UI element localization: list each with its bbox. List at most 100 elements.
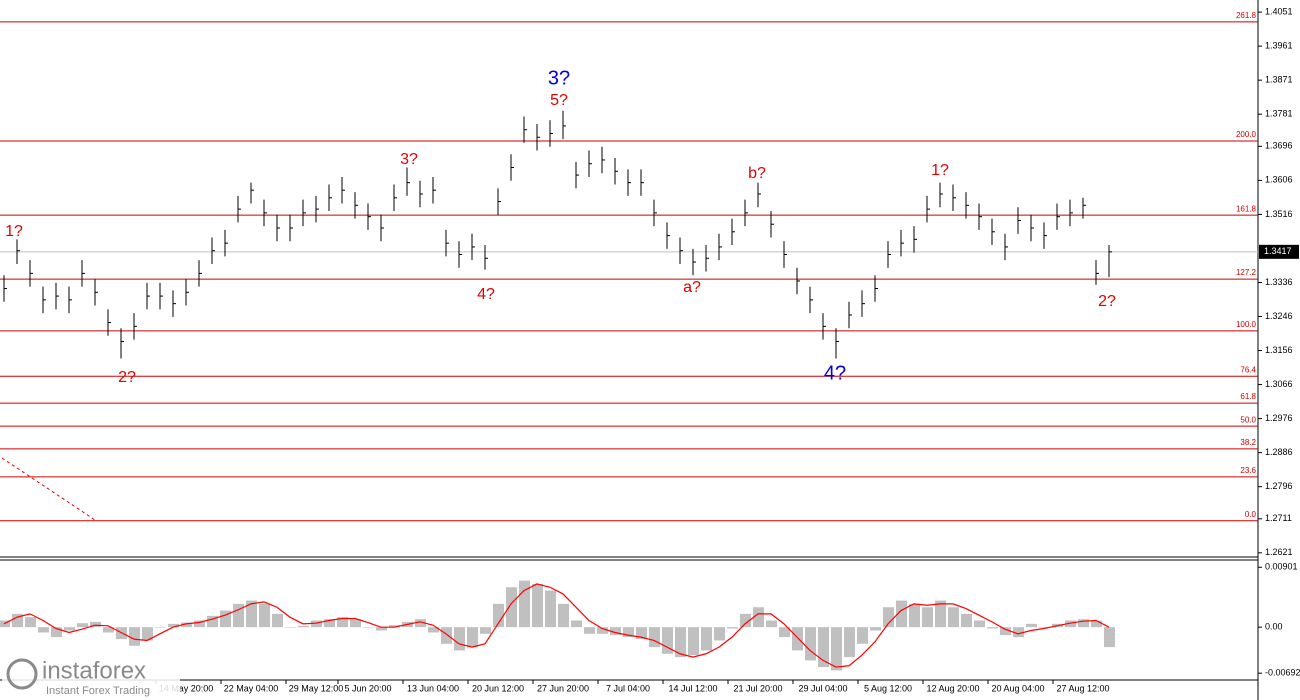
logo-tagline: Instant Forex Trading: [46, 685, 150, 697]
histogram-bar: [1091, 620, 1102, 628]
histogram-bar: [493, 603, 504, 628]
histogram-bar: [1026, 623, 1037, 628]
histogram-bar: [272, 613, 283, 628]
y-tick-label: -0.00692: [1265, 668, 1300, 678]
wave-label: 1?: [5, 223, 23, 240]
histogram-bar: [246, 600, 257, 628]
y-tick-label: 1.2621: [1265, 547, 1293, 557]
last-price-box: [1259, 244, 1299, 259]
y-tick-label: 1.2796: [1265, 481, 1293, 491]
histogram-bar: [207, 615, 218, 628]
wave-label: 2?: [118, 369, 136, 386]
histogram-bar: [129, 627, 140, 646]
histogram-bar: [571, 620, 582, 628]
histogram-bar: [883, 607, 894, 628]
histogram-bar: [740, 613, 751, 628]
x-tick-label: 29 Jul 04:00: [798, 683, 847, 693]
histogram-bar: [350, 619, 361, 628]
histogram-bar: [1039, 627, 1050, 628]
last-price-label: 1.3417: [1264, 246, 1292, 256]
fib-label: 23.6: [1240, 466, 1256, 475]
histogram-bar: [948, 607, 959, 628]
fib-label: 200.0: [1236, 130, 1257, 139]
y-tick-label: 1.3066: [1265, 379, 1293, 389]
histogram-bar: [636, 627, 647, 640]
logo-icon: [6, 658, 38, 690]
histogram-bar: [181, 622, 192, 628]
histogram-bar: [220, 610, 231, 628]
histogram-bar: [12, 613, 23, 628]
fib-label: 261.8: [1236, 11, 1257, 20]
histogram-bar: [688, 627, 699, 656]
histogram-bar: [415, 619, 426, 628]
histogram-bar: [285, 627, 296, 628]
histogram-bar: [441, 627, 452, 644]
fib-label: 38.2: [1240, 438, 1256, 447]
histogram-bar: [259, 603, 270, 628]
histogram-bar: [896, 600, 907, 628]
wave-label: b?: [748, 165, 766, 182]
histogram-bar: [454, 627, 465, 651]
histogram-bar: [64, 627, 75, 631]
wave-label: 1?: [931, 162, 949, 179]
histogram-bar: [623, 627, 634, 638]
histogram-bar: [753, 607, 764, 628]
wave-label: 4?: [824, 362, 846, 384]
y-tick-label: 1.3156: [1265, 345, 1293, 355]
fib-label: 127.2: [1236, 268, 1257, 277]
histogram-bar: [779, 627, 790, 638]
y-tick-label: 1.3961: [1265, 41, 1293, 51]
histogram-bar: [909, 603, 920, 628]
x-tick-label: 20 Aug 04:00: [991, 683, 1044, 693]
wave-label: 3?: [548, 67, 570, 89]
histogram-bar: [298, 625, 309, 628]
histogram-bar: [987, 627, 998, 629]
x-tick-label: 29 May 12:00: [289, 683, 344, 693]
histogram-bar: [1013, 627, 1024, 638]
histogram-bar: [155, 627, 166, 628]
fib-label: 0.0: [1245, 510, 1257, 519]
x-tick-label: 14 Jul 12:00: [668, 683, 717, 693]
x-tick-label: 7 Jul 04:00: [606, 683, 650, 693]
histogram-bar: [233, 603, 244, 628]
histogram-bar: [389, 625, 400, 628]
histogram-bar: [545, 590, 556, 628]
histogram-bar: [610, 627, 621, 636]
y-tick-label: 1.3871: [1265, 75, 1293, 85]
y-tick-label: 0.00901: [1265, 562, 1298, 572]
histogram-bar: [77, 623, 88, 628]
histogram-bar: [805, 627, 816, 661]
histogram-bar: [25, 617, 36, 628]
wave-label: 3?: [400, 151, 418, 168]
histogram-bar: [870, 627, 881, 631]
histogram-bar: [1065, 620, 1076, 628]
histogram-bar: [324, 619, 335, 628]
histogram-bar: [714, 627, 725, 641]
histogram-bar: [532, 583, 543, 628]
histogram-bar: [90, 621, 101, 628]
x-tick-label: 27 Aug 12:00: [1056, 683, 1109, 693]
x-tick-label: 20 Jun 12:00: [472, 683, 524, 693]
fib-label: 76.4: [1240, 365, 1256, 374]
y-tick-label: 1.3336: [1265, 277, 1293, 287]
histogram-bar: [38, 627, 49, 633]
y-tick-label: 1.2711: [1265, 513, 1292, 523]
histogram-bar: [376, 627, 387, 631]
fib-label: 61.8: [1240, 392, 1256, 401]
histogram-bar: [1104, 627, 1115, 648]
x-tick-label: 21 Jul 20:00: [733, 683, 782, 693]
histogram-bar: [506, 587, 517, 628]
histogram-bar: [935, 600, 946, 628]
logo: instaforex Instant Forex Trading: [2, 655, 180, 697]
histogram-bar: [194, 620, 205, 628]
x-tick-label: 27 Jun 20:00: [537, 683, 589, 693]
histogram-bar: [831, 627, 842, 671]
wave-label: 5?: [550, 92, 568, 109]
wave-label: 4?: [477, 286, 495, 303]
histogram-bar: [558, 603, 569, 628]
histogram-bar: [649, 627, 660, 648]
histogram-bar: [168, 623, 179, 628]
histogram-bar: [103, 627, 114, 633]
histogram-bar: [961, 613, 972, 628]
